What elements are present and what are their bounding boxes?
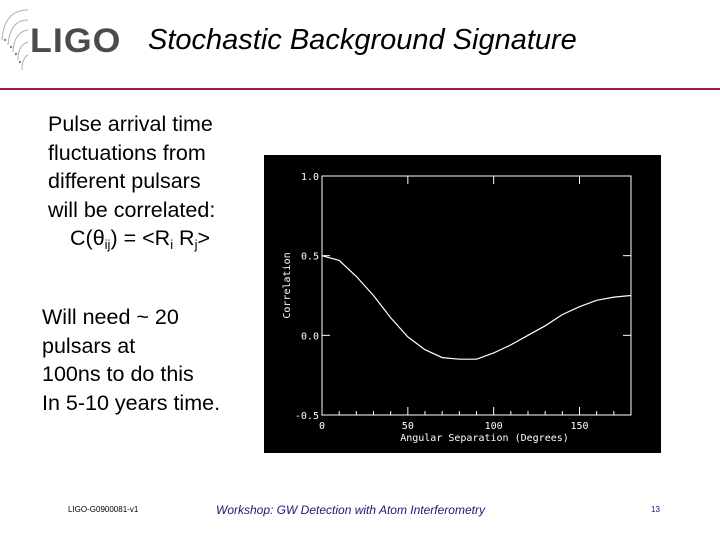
text-line: 100ns to do this: [42, 362, 194, 387]
slide-title: Stochastic Background Signature: [148, 24, 577, 56]
correlation-chart: 0 50 100 150 -0.5 0.0 0.5 1.0 Angular Separation…: [264, 155, 661, 453]
text-line: will be correlated:: [48, 197, 216, 222]
correlation-formula: C(θij) = <Ri Rj>: [70, 226, 211, 253]
text-line: fluctuations from: [48, 140, 206, 165]
ligo-logo: LIGO: [30, 22, 122, 60]
y-tick-label: 0.5: [301, 252, 319, 263]
x-tick-label: 50: [402, 421, 414, 432]
text-line: pulsars at: [42, 333, 136, 358]
correlation-curve: [321, 255, 632, 360]
text-line: different pulsars: [48, 169, 201, 194]
text-block-correlation: Pulse arrival time fluctuations from dif…: [48, 110, 215, 253]
y-tick-label: 1.0: [301, 172, 319, 183]
corner-graphic: [1, 9, 28, 71]
text-line: Pulse arrival time: [48, 112, 213, 136]
page-number: 13: [651, 505, 660, 514]
x-tick-label: 100: [485, 421, 503, 432]
title-divider: [0, 88, 720, 90]
text-line: Will need ~ 20: [42, 305, 179, 329]
text-block-requirements: Will need ~ 20 pulsars at 100ns to do th…: [42, 303, 220, 417]
footer-event: Workshop: GW Detection with Atom Interfe…: [216, 503, 485, 517]
y-tick-label: -0.5: [295, 411, 319, 422]
x-axis-label: Angular Separation (Degrees): [400, 433, 569, 444]
x-tick-label: 0: [319, 421, 325, 432]
y-tick-label: 0.0: [301, 331, 319, 342]
chart-background: [264, 155, 661, 453]
y-axis-label: Correlation: [282, 252, 293, 318]
text-line: In 5-10 years time.: [42, 390, 221, 415]
document-id: LIGO-G0900081-v1: [68, 505, 139, 514]
x-tick-label: 150: [570, 421, 588, 432]
